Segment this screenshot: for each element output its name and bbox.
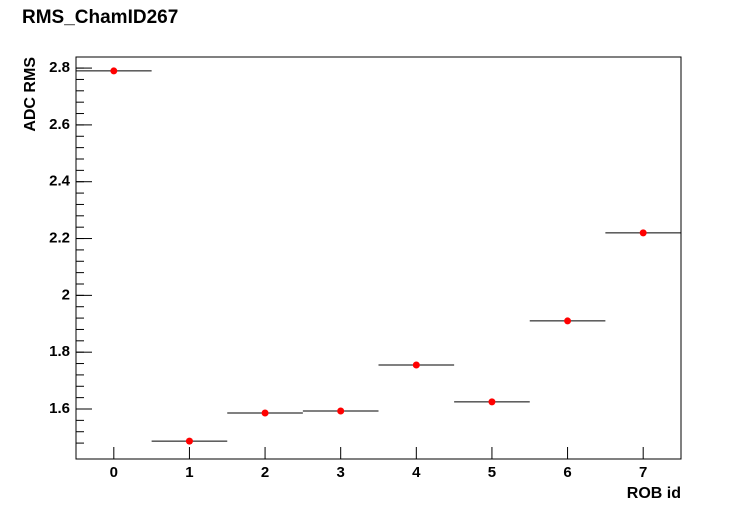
x-tick-label: 0 <box>110 464 118 481</box>
x-tick-label: 1 <box>185 464 193 481</box>
y-axis-label: ADC RMS <box>22 57 39 132</box>
x-axis-label: ROB id <box>627 485 681 502</box>
chart-title: RMS_ChamID267 <box>22 7 178 28</box>
data-marker <box>261 409 269 417</box>
data-marker <box>412 361 420 369</box>
y-tick-label: 2.4 <box>49 173 71 190</box>
y-tick-label: 1.6 <box>49 400 70 417</box>
y-tick-label: 2 <box>62 286 70 303</box>
x-tick-label: 3 <box>337 464 345 481</box>
y-tick-label: 2.8 <box>49 59 70 76</box>
plot-frame <box>75 56 682 460</box>
data-marker <box>110 67 118 75</box>
y-tick-label: 1.8 <box>49 343 70 360</box>
x-tick-label: 4 <box>412 464 421 481</box>
data-marker <box>564 317 572 325</box>
y-tick-label: 2.6 <box>49 116 70 133</box>
x-tick-label: 6 <box>563 464 571 481</box>
data-marker <box>337 407 345 415</box>
y-tick-label: 2.2 <box>49 230 70 247</box>
data-marker <box>639 229 647 237</box>
x-tick-label: 2 <box>261 464 269 481</box>
data-marker <box>185 437 193 445</box>
x-tick-label: 5 <box>488 464 496 481</box>
x-tick-label: 7 <box>639 464 647 481</box>
data-marker <box>488 398 496 406</box>
